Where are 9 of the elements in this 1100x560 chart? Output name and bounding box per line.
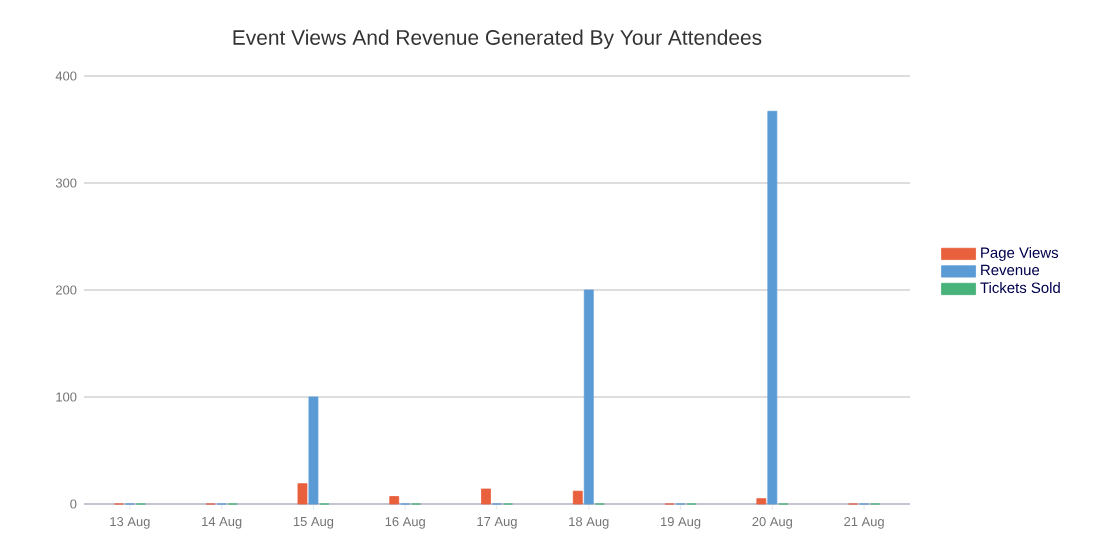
bar — [572, 490, 583, 505]
bar — [756, 498, 767, 505]
bar — [389, 496, 400, 505]
bar — [481, 488, 491, 505]
bar — [767, 110, 778, 505]
bar — [583, 289, 594, 505]
chart-title: Event Views And Revenue Generated By Your Attendees — [233, 29, 762, 49]
bar — [297, 483, 308, 505]
bar — [308, 396, 319, 505]
